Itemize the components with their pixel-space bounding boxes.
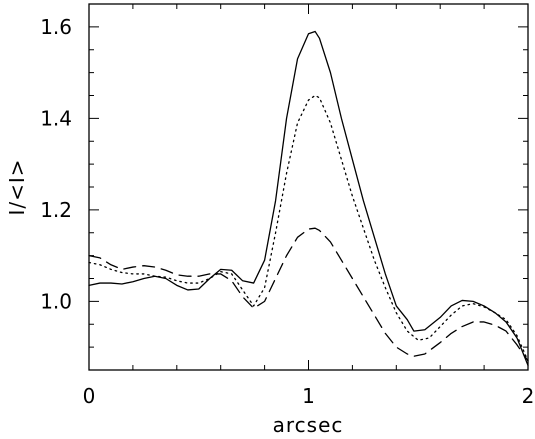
y-tick-label: 1.6 (40, 15, 72, 39)
y-axis-label: I/<I> (5, 158, 29, 215)
series-line-dashed (88, 227, 529, 362)
plot-frame (88, 3, 529, 371)
tick-labels: 0 1 2 1.0 1.2 1.4 1.6 (40, 15, 534, 408)
x-axis-label: arcsec (273, 413, 344, 437)
x-tick-label: 1 (302, 384, 315, 408)
y-tick-label: 1.0 (40, 289, 72, 313)
y-tick-label: 1.2 (40, 198, 72, 222)
axis-ticks (88, 3, 529, 371)
series-group (88, 30, 529, 367)
x-tick-label: 2 (522, 384, 535, 408)
y-tick-label: 1.4 (40, 106, 72, 130)
x-tick-label: 0 (83, 384, 96, 408)
series-line-solid (88, 30, 529, 367)
series-line-dotted (88, 94, 529, 362)
